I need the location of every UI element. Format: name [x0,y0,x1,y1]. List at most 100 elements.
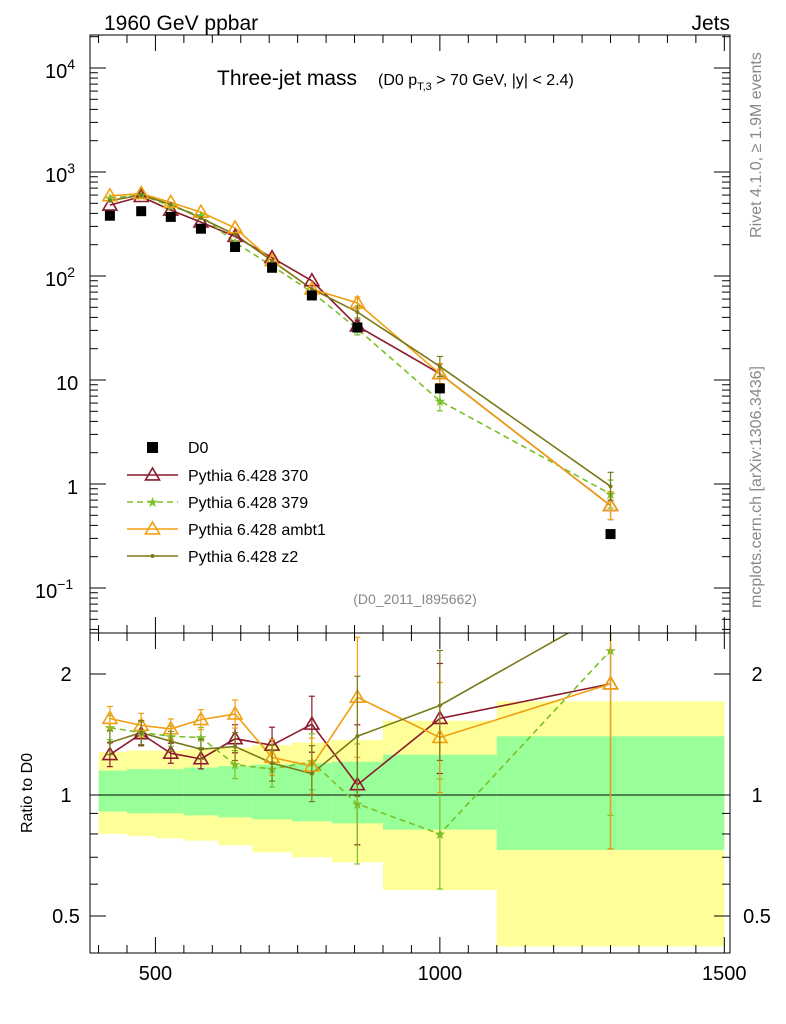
ratio-band-inner [183,767,218,816]
series-point-z2 [168,202,173,207]
ratio-line-379 [109,649,612,835]
energy-label: 1960 GeV ppbar [104,12,258,35]
series-point-379: ★ [434,393,447,409]
ratio-point-ambt1 [192,711,210,726]
data-point-d0 [230,242,241,253]
rivet-label: Rivet 4.1.0, ≥ 1.9M events [748,52,765,238]
xtick-label: 500 [139,963,172,985]
xtick-label: 1500 [702,963,747,985]
ratio-point-370 [192,750,210,765]
series-point-z2 [608,484,613,489]
ratio-line-z2 [109,633,570,775]
process-label: Jets [691,12,730,35]
series-point-370 [303,272,321,287]
legend-marker-d0 [147,442,158,453]
ratio-ytick-label-right: 2 [751,664,762,686]
series-point-ambt1 [431,365,449,380]
ratio-point-379: ★ [229,757,242,773]
ratio-ytick-label-right: 0.5 [743,906,771,928]
data-point-d0 [104,210,115,221]
ratio-point-ambt1 [602,675,619,690]
series-line-379 [109,194,611,495]
data-point-d0 [306,290,317,301]
series-point-z2 [233,232,238,237]
ratio-point-z2 [198,747,203,752]
data-point-d0 [165,211,176,222]
legend-label: Pythia 6.428 379 [188,495,308,512]
series-point-ambt1 [602,497,619,512]
series-point-z2 [309,286,314,291]
ytick-label-1e4: 104 [45,56,75,83]
ytick-label-1e2: 102 [45,264,75,291]
xtick-label: 1000 [418,963,463,985]
series-point-z2 [107,198,112,203]
legend-label: Pythia 6.428 z2 [188,549,298,566]
series-point-z2 [270,258,275,263]
ytick-label-1e3: 103 [45,160,75,187]
data-point-d0 [195,223,206,234]
chart-title: Three-jet mass [217,67,357,90]
series-point-ambt1 [226,219,244,234]
main-frame [89,34,731,634]
ratio-line-ambt1 [109,683,611,768]
ratio-point-z2 [437,703,442,708]
ratio-point-ambt1 [101,709,119,725]
ratio-point-379: ★ [351,796,364,812]
ratio-ytick-label-right: 1 [751,785,762,807]
data-point-d0 [267,262,278,273]
series-point-370 [132,188,150,203]
series-point-ambt1 [162,193,180,209]
main-panel: ★★★★★★★★★★ Three-jet mass (D0 pT,3 > 70 … [35,34,731,634]
series-line-ambt1 [109,192,612,507]
ratio-point-z2 [233,744,238,749]
series-point-z2 [198,216,203,221]
ratio-point-z2 [139,730,144,735]
legend: D0 Pythia 6.428 370 ★ Pythia 6.428 379 Pyth… [127,440,326,566]
ratio-point-370 [101,746,119,761]
ytick-label-10: 10 [56,373,78,395]
ratio-point-z2 [107,740,112,745]
legend-marker: ★ [146,494,159,510]
ratio-point-379: ★ [434,826,447,842]
series-point-370 [226,227,244,243]
data-point-d0 [434,383,445,394]
data-point-d0 [352,322,363,333]
data-point-d0 [605,529,616,540]
legend-marker [144,520,161,535]
ratio-point-379: ★ [195,730,208,746]
legend-label: Pythia 6.428 ambt1 [188,522,326,539]
ratio-point-z2 [309,771,314,776]
legend-marker [150,554,155,558]
ratio-point-370 [162,744,180,759]
y-axis-labels: 104 103 102 10 1 10−1 [35,56,78,603]
ratio-point-z2 [168,739,173,744]
chart-subtitle: (D0 pT,3 > 70 GeV, |y| < 2.4) [378,72,574,93]
legend-marker [144,466,161,481]
ratio-ytick-label: 1 [60,785,71,807]
ratio-ytick-label: 0.5 [52,906,80,928]
ratio-point-z2 [355,734,360,739]
series-point-z2 [355,310,360,315]
ratio-line-370 [109,683,611,786]
series-point-370 [101,196,119,211]
ytick-label-1e-1: 10−1 [35,576,73,603]
legend-label-d0: D0 [188,440,209,457]
ratio-ytick-label: 2 [60,664,71,686]
ratio-band-inner [98,770,127,812]
series-point-z2 [139,193,144,198]
mcplots-label: mcplots.cern.ch [arXiv:1306.3436] [748,366,765,608]
legend-label: Pythia 6.428 370 [188,468,308,485]
series-point-ambt1 [132,185,150,200]
ratio-band-inner [126,769,156,814]
ratio-point-ambt1 [226,705,244,720]
ratio-band-inner [155,769,184,814]
analysis-label: (D0_2011_I895662) [353,591,477,607]
series-line-z2 [109,194,611,487]
ratio-point-370 [303,715,321,730]
ratio-ylabel: Ratio to D0 [19,753,36,833]
ratio-frame [89,632,731,954]
ratio-point-z2 [270,761,275,766]
ytick-label-1: 1 [67,477,78,499]
